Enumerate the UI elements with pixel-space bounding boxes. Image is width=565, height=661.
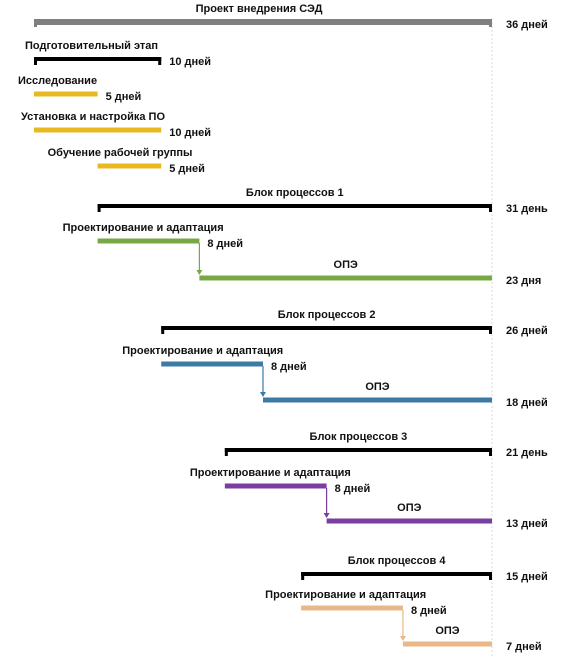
b4_design-task-bar [301,605,403,611]
block4-summary-bar [301,572,492,576]
project-duration-label: 36 дней [506,19,548,31]
b2_ope-dependency-arrowhead [260,392,266,397]
b4_design-name-label: Проектирование и адаптация [265,589,426,601]
b1_ope-dependency-arrowhead [196,270,203,275]
block4-summary-end-tick [489,572,492,580]
b4_ope-duration-label: 7 дней [506,641,542,653]
training-task-bar [97,163,162,169]
research-name-label: Исследование [18,75,97,87]
training-duration-label: 5 дней [169,163,205,175]
b3_ope-duration-label: 13 дней [506,518,548,530]
project-bar [34,19,492,25]
b1_design-name-label: Проектирование и адаптация [63,222,224,234]
b3_design-duration-label: 8 дней [335,483,371,495]
prep-summary-bar [34,57,162,61]
block3-summary-start-tick [224,448,228,456]
block1-duration-label: 31 день [506,203,548,215]
b2_ope-name-label: ОПЭ [365,381,389,393]
research-task-bar [34,91,98,97]
b4_ope-dependency-arrowhead [399,636,406,641]
b2_ope-task-bar [263,397,492,403]
b3_design-name-label: Проектирование и адаптация [190,467,351,479]
block4-name-label: Блок процессов 4 [348,555,447,567]
block2-summary-start-tick [161,326,165,334]
prep-summary-start-tick [34,57,37,65]
b4_design-duration-label: 8 дней [411,605,447,617]
block1-summary-bar [97,204,492,208]
block3-summary-end-tick [489,448,492,456]
b3_ope-dependency-arrowhead [323,513,330,518]
block1-summary-start-tick [97,204,101,212]
install-name-label: Установка и настройка ПО [21,111,165,123]
block2-summary-bar [161,326,492,330]
b1_ope-name-label: ОПЭ [334,259,358,271]
block1-name-label: Блок процессов 1 [246,187,344,199]
block1-summary-end-tick [489,204,492,212]
b1_ope-task-bar [199,275,492,281]
install-duration-label: 10 дней [169,127,211,139]
block2-duration-label: 26 дней [506,325,548,337]
b2_design-duration-label: 8 дней [271,361,307,373]
prep-name-label: Подготовительный этап [25,40,158,52]
b2_ope-duration-label: 18 дней [506,397,548,409]
block3-summary-bar [224,448,493,452]
project-bar-start-tick [34,19,37,27]
b3_ope-task-bar [326,518,492,524]
b3_design-task-bar [224,483,327,489]
b1_ope-duration-label: 23 дня [506,275,541,287]
block4-duration-label: 15 дней [506,571,548,583]
research-duration-label: 5 дней [106,91,142,103]
b1_design-task-bar [97,238,200,244]
b4_ope-task-bar [402,641,492,647]
block3-duration-label: 21 день [506,447,548,459]
block2-name-label: Блок процессов 2 [278,309,376,321]
training-name-label: Обучение рабочей группы [48,147,193,159]
b2_design-name-label: Проектирование и адаптация [122,345,283,357]
b3_ope-name-label: ОПЭ [397,502,421,514]
b2_design-task-bar [161,361,263,367]
prep-summary-end-tick [158,57,162,65]
project-bar-end-tick [489,19,492,27]
install-task-bar [34,127,162,133]
block3-name-label: Блок процессов 3 [310,431,408,443]
b4_ope-name-label: ОПЭ [435,625,459,637]
b1_design-duration-label: 8 дней [207,238,243,250]
block2-summary-end-tick [489,326,492,334]
project-name-label: Проект внедрения СЭД [196,3,323,15]
prep-duration-label: 10 дней [169,56,211,68]
block4-summary-start-tick [301,572,305,580]
